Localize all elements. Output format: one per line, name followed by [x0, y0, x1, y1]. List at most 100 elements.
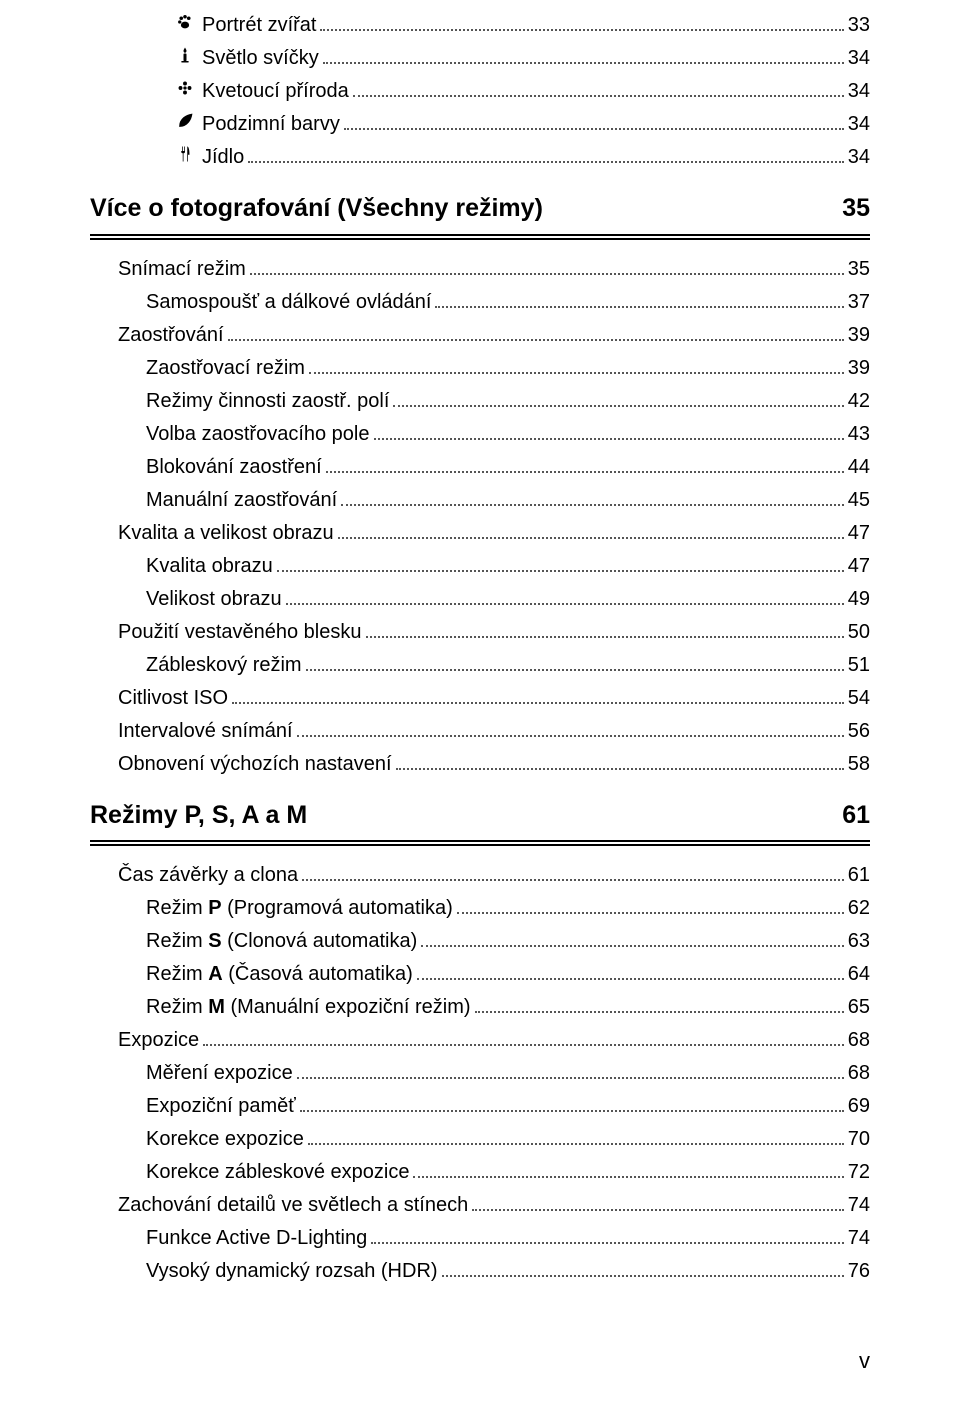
- toc-entry[interactable]: Expozice68: [118, 1025, 870, 1055]
- toc-entry-page: 39: [848, 320, 870, 350]
- toc-entry-label: Jídlo: [202, 142, 244, 172]
- toc-leader-dots: [393, 405, 843, 407]
- toc-entry[interactable]: Citlivost ISO54: [118, 683, 870, 713]
- toc-entry-label: Citlivost ISO: [118, 683, 228, 713]
- toc-entry-label: Expozice: [118, 1025, 199, 1055]
- toc-entry[interactable]: Vysoký dynamický rozsah (HDR)76: [146, 1256, 870, 1286]
- toc-entry[interactable]: Zábleskový režim51: [146, 650, 870, 680]
- toc-entry[interactable]: Funkce Active D-Lighting74: [146, 1223, 870, 1253]
- toc-entry-page: 74: [848, 1190, 870, 1220]
- toc-entry-page: 42: [848, 386, 870, 416]
- toc-entry-label: Portrét zvířat: [202, 10, 316, 40]
- toc-entry-label: Režim S (Clonová automatika): [146, 926, 417, 956]
- toc-entry[interactable]: Snímací režim 35: [118, 254, 870, 284]
- toc-entry-label: Kvalita a velikost obrazu: [118, 518, 334, 548]
- toc-entry-label: Měření expozice: [146, 1058, 293, 1088]
- toc-leader-dots: [353, 95, 844, 97]
- mode-letter: S: [208, 930, 221, 952]
- toc-entry[interactable]: Expoziční paměť69: [146, 1091, 870, 1121]
- toc-entry-page: 33: [848, 10, 870, 40]
- toc-entry[interactable]: Použití vestavěného blesku50: [118, 617, 870, 647]
- mode-letter: P: [208, 897, 221, 919]
- paw-icon: [174, 12, 196, 39]
- toc-entry[interactable]: Režim A (Časová automatika)64: [146, 959, 870, 989]
- toc-entry-label: Volba zaostřovacího pole: [146, 419, 370, 449]
- toc-entry-page: 49: [848, 584, 870, 614]
- toc-entry-label-suffix: (Manuální expoziční režim): [225, 996, 471, 1018]
- toc-leader-dots: [286, 603, 844, 605]
- toc-entry-label: Použití vestavěného blesku: [118, 617, 362, 647]
- toc-entry-page: 63: [848, 926, 870, 956]
- toc-entry-page: 62: [848, 893, 870, 923]
- toc-entry[interactable]: Zaostřovací režim 39: [146, 353, 870, 383]
- toc-leader-dots: [323, 62, 844, 64]
- toc-section-heading: Více o fotografování (Všechny režimy)35: [90, 190, 870, 240]
- toc-entry-page: 47: [848, 518, 870, 548]
- toc-entry-label: Čas závěrky a clona: [118, 860, 298, 890]
- toc-entry-page: 37: [848, 287, 870, 317]
- toc-leader-dots: [248, 161, 844, 163]
- toc-entry[interactable]: Zachování detailů ve světlech a stínech7…: [118, 1190, 870, 1220]
- toc-entry-page: 35: [848, 254, 870, 284]
- toc-entry[interactable]: Intervalové snímání56: [118, 716, 870, 746]
- toc-entry-page: 34: [848, 142, 870, 172]
- toc-entry-label: Kvalita obrazu: [146, 551, 273, 581]
- toc-entry[interactable]: Režim M (Manuální expoziční režim)65: [146, 992, 870, 1022]
- toc-entry[interactable]: Samospoušť a dálkové ovládání37: [146, 287, 870, 317]
- toc-leader-dots: [300, 1110, 844, 1112]
- toc-entry-page: 65: [848, 992, 870, 1022]
- toc-entry[interactable]: Korekce expozice70: [146, 1124, 870, 1154]
- toc-entry[interactable]: Režim S (Clonová automatika) 63: [146, 926, 870, 956]
- toc-entry-label: Zábleskový režim: [146, 650, 302, 680]
- toc-entry[interactable]: Světlo svíčky 34: [174, 43, 870, 73]
- toc-entry[interactable]: Obnovení výchozích nastavení58: [118, 749, 870, 779]
- toc-leader-dots: [396, 768, 844, 770]
- toc-entry[interactable]: Kvalita a velikost obrazu 47: [118, 518, 870, 548]
- toc-entry-page: 34: [848, 43, 870, 73]
- table-of-contents: Portrét zvířat33Světlo svíčky34Kvetoucí …: [90, 10, 870, 1286]
- toc-entry[interactable]: Blokování zaostření44: [146, 452, 870, 482]
- toc-entry[interactable]: Čas závěrky a clona61: [118, 860, 870, 890]
- toc-entry[interactable]: Podzimní barvy34: [174, 109, 870, 139]
- toc-entry-page: 45: [848, 485, 870, 515]
- toc-leader-dots: [228, 339, 844, 341]
- toc-entry[interactable]: Měření expozice68: [146, 1058, 870, 1088]
- toc-entry-page: 43: [848, 419, 870, 449]
- toc-leader-dots: [371, 1242, 844, 1244]
- toc-entry[interactable]: Režim P (Programová automatika) 62: [146, 893, 870, 923]
- toc-entry-label-suffix: (Clonová automatika): [222, 930, 418, 952]
- toc-leader-dots: [232, 702, 844, 704]
- toc-leader-dots: [435, 306, 843, 308]
- toc-entry-page: 70: [848, 1124, 870, 1154]
- toc-entry[interactable]: Volba zaostřovacího pole 43: [146, 419, 870, 449]
- toc-entry-label: Zaostřovací režim: [146, 353, 305, 383]
- toc-entry[interactable]: Režimy činnosti zaostř. polí42: [146, 386, 870, 416]
- toc-entry[interactable]: Jídlo 34: [174, 142, 870, 172]
- flower-icon: [174, 78, 196, 105]
- toc-entry-label: Režim A (Časová automatika): [146, 959, 413, 989]
- toc-leader-dots: [297, 735, 844, 737]
- toc-entry-label: Světlo svíčky: [202, 43, 319, 73]
- toc-entry-page: 72: [848, 1157, 870, 1187]
- page-number-footer: v: [859, 1344, 870, 1377]
- toc-entry-label: Snímací režim: [118, 254, 246, 284]
- toc-entry[interactable]: Kvalita obrazu47: [146, 551, 870, 581]
- toc-entry-label-prefix: Režim: [146, 897, 208, 919]
- toc-entry-label: Funkce Active D-Lighting: [146, 1223, 367, 1253]
- toc-entry-label-prefix: Režim: [146, 996, 208, 1018]
- toc-leader-dots: [344, 128, 844, 130]
- toc-section-page: 61: [842, 797, 870, 835]
- toc-entry[interactable]: Manuální zaostřování45: [146, 485, 870, 515]
- toc-entry-label: Velikost obrazu: [146, 584, 282, 614]
- toc-entry[interactable]: Korekce zábleskové expozice72: [146, 1157, 870, 1187]
- toc-entry-page: 39: [848, 353, 870, 383]
- toc-entry-label: Režim P (Programová automatika): [146, 893, 453, 923]
- toc-entry[interactable]: Kvetoucí příroda34: [174, 76, 870, 106]
- toc-entry[interactable]: Portrét zvířat 33: [174, 10, 870, 40]
- toc-leader-dots: [302, 879, 844, 881]
- leaf-icon: [174, 111, 196, 138]
- toc-entry[interactable]: Velikost obrazu 49: [146, 584, 870, 614]
- toc-entry[interactable]: Zaostřování39: [118, 320, 870, 350]
- toc-leader-dots: [326, 471, 844, 473]
- toc-entry-label: Kvetoucí příroda: [202, 76, 349, 106]
